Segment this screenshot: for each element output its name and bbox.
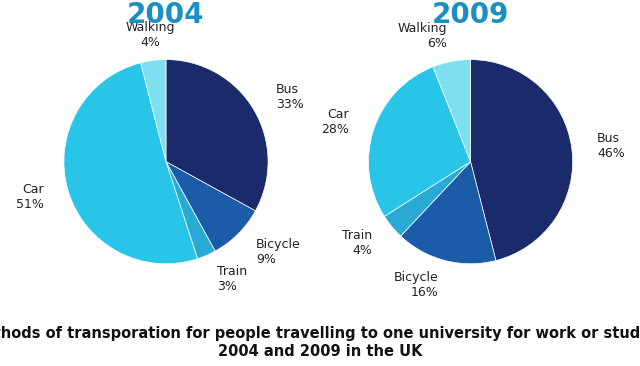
Text: Walking
6%: Walking 6% [397,22,447,51]
Text: Train
3%: Train 3% [217,265,247,293]
Wedge shape [433,60,470,162]
Wedge shape [385,162,470,236]
Wedge shape [64,63,198,264]
Text: Car
51%: Car 51% [15,183,44,211]
Text: Car
28%: Car 28% [321,108,349,136]
Text: Bus
33%: Bus 33% [276,83,303,111]
Text: Bicycle
16%: Bicycle 16% [394,271,439,299]
Text: Bicycle
9%: Bicycle 9% [256,238,301,266]
Wedge shape [166,162,215,259]
Title: 2009: 2009 [432,1,509,29]
Text: Train
4%: Train 4% [342,229,372,257]
Text: Walking
4%: Walking 4% [125,21,175,49]
Wedge shape [166,162,255,251]
Wedge shape [369,67,470,216]
Wedge shape [166,60,268,211]
Title: 2004: 2004 [127,1,205,29]
Wedge shape [470,60,573,261]
Wedge shape [141,60,166,162]
Text: Bus
46%: Bus 46% [597,132,625,160]
Wedge shape [401,162,496,264]
Text: Methods of transporation for people travelling to one university for work or stu: Methods of transporation for people trav… [0,326,640,359]
